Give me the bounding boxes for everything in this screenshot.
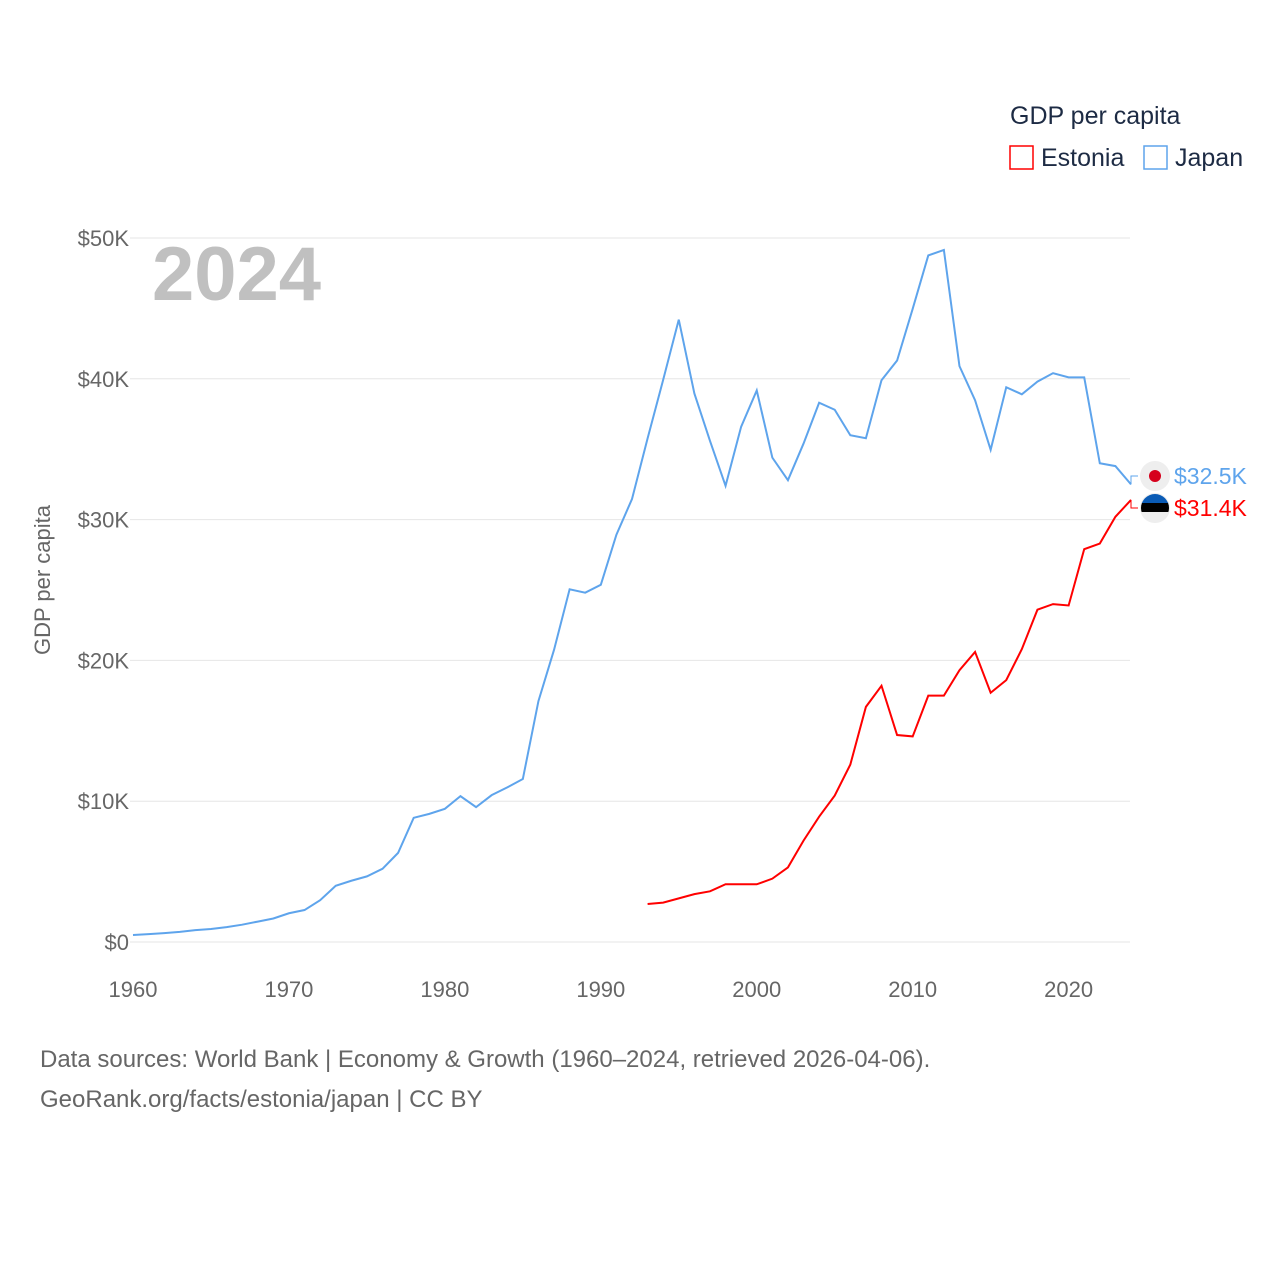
- y-tick-label: $40K: [78, 367, 130, 392]
- legend-label[interactable]: Japan: [1175, 144, 1243, 172]
- year-label: 2024: [152, 232, 321, 317]
- x-tick-label: 2020: [1044, 977, 1093, 1002]
- x-tick-label: 1980: [420, 977, 469, 1002]
- end-value-label: $32.5K: [1174, 463, 1248, 489]
- y-tick-label: $20K: [78, 648, 130, 673]
- end-connector: [1130, 475, 1138, 485]
- series-line-estonia: [647, 499, 1132, 905]
- y-tick-label: $0: [105, 930, 129, 955]
- x-tick-label: 2010: [888, 977, 937, 1002]
- japan-flag-icon: [1140, 461, 1170, 491]
- x-tick-label: 2000: [732, 977, 781, 1002]
- estonia-flag-icon: [1140, 493, 1170, 523]
- y-axis-label: GDP per capita: [30, 504, 55, 655]
- x-tick-label: 1990: [576, 977, 625, 1002]
- source-line-2[interactable]: GeoRank.org/facts/estonia/japan | CC BY: [40, 1086, 483, 1113]
- x-tick-label: 1970: [264, 977, 313, 1002]
- legend-label[interactable]: Estonia: [1041, 144, 1124, 172]
- end-connector: [1130, 499, 1138, 509]
- end-value-label: $31.4K: [1174, 495, 1248, 521]
- legend-swatch[interactable]: [1143, 145, 1168, 170]
- legend-swatch[interactable]: [1009, 145, 1034, 170]
- source-line-1: Data sources: World Bank | Economy & Gro…: [40, 1046, 931, 1073]
- legend-title: GDP per capita: [1010, 102, 1181, 130]
- y-tick-label: $10K: [78, 789, 130, 814]
- series-line-japan: [132, 248, 1132, 936]
- y-tick-label: $50K: [78, 226, 130, 251]
- line-chart: GDP per capita Estonia Japan 2024 GDP per…: [30, 102, 1248, 1002]
- x-tick-label: 1960: [109, 977, 158, 1002]
- y-tick-label: $30K: [78, 508, 130, 533]
